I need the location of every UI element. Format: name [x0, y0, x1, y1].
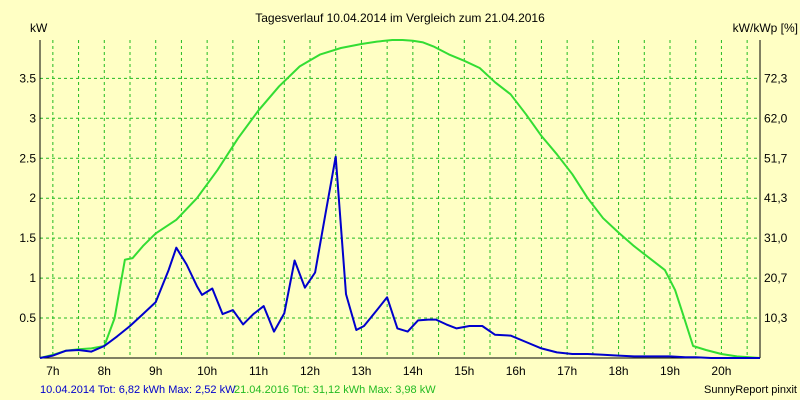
- x-tick-label: 7h: [46, 364, 59, 378]
- grid: [40, 40, 760, 358]
- x-tick-label: 18h: [609, 364, 629, 378]
- legend-series-2: 21.04.2016 Tot: 31,12 kWh Max: 3,98 kW: [234, 384, 436, 396]
- y-tick-label-left: 2: [29, 191, 36, 205]
- y-tick-label-left: 1.5: [19, 231, 36, 245]
- y-tick-label-left: 1: [29, 271, 36, 285]
- y-ticks-left: 0.5 1 1.5 2 2.5 3 3.5: [19, 71, 36, 325]
- x-tick-label: 11h: [249, 364, 268, 378]
- y-axis-label-left: kW: [30, 21, 48, 35]
- x-tick-label: 19h: [660, 364, 680, 378]
- legend-series-1: 10.04.2014 Tot: 6,82 kWh Max: 2,52 kW: [40, 384, 236, 396]
- y-tick-label-right: 62,0: [764, 111, 788, 125]
- y-tick-label-right: 10,3: [764, 311, 788, 325]
- y-tick-label-right: 41,3: [764, 191, 788, 205]
- y-tick-label-left: 3: [29, 111, 36, 125]
- y-ticks-right: 10,3 20,7 31,0 41,3 51,7 62,0 72,3: [764, 71, 788, 325]
- y-tick-label-right: 51,7: [764, 151, 788, 165]
- series-group: [39, 39, 761, 359]
- credit-text: SunnyReport pinxit: [704, 384, 797, 396]
- x-tick-label: 13h: [351, 364, 371, 378]
- y-tick-label-left: 3.5: [19, 71, 36, 85]
- series-line-1: [39, 155, 760, 359]
- x-tick-label: 12h: [300, 364, 320, 378]
- x-ticks: 7h 8h 9h 10h 11h 12h 13h 14h 15h 16h 17h 18h 19h 20h: [46, 364, 731, 378]
- x-tick-label: 15h: [454, 364, 474, 378]
- y-tick-label-left: 0.5: [19, 311, 36, 325]
- x-tick-label: 10h: [197, 364, 217, 378]
- x-tick-label: 8h: [98, 364, 111, 378]
- chart-title: Tagesverlauf 10.04.2014 im Vergleich zum…: [255, 11, 545, 25]
- x-tick-label: 16h: [506, 364, 526, 378]
- plot-frame: [39, 40, 761, 359]
- x-tick-label: 14h: [403, 364, 423, 378]
- y-tick-label-right: 72,3: [764, 71, 788, 85]
- series-line-2: [39, 39, 761, 359]
- x-tick-label: 9h: [149, 364, 162, 378]
- y-tick-label-left: 2.5: [19, 151, 36, 165]
- y-axis-label-right: kW/kWp [%]: [733, 21, 798, 35]
- y-tick-label-right: 20,7: [764, 271, 788, 285]
- x-tick-label: 20h: [711, 364, 731, 378]
- y-tick-label-right: 31,0: [764, 231, 788, 245]
- x-tick-label: 17h: [557, 364, 577, 378]
